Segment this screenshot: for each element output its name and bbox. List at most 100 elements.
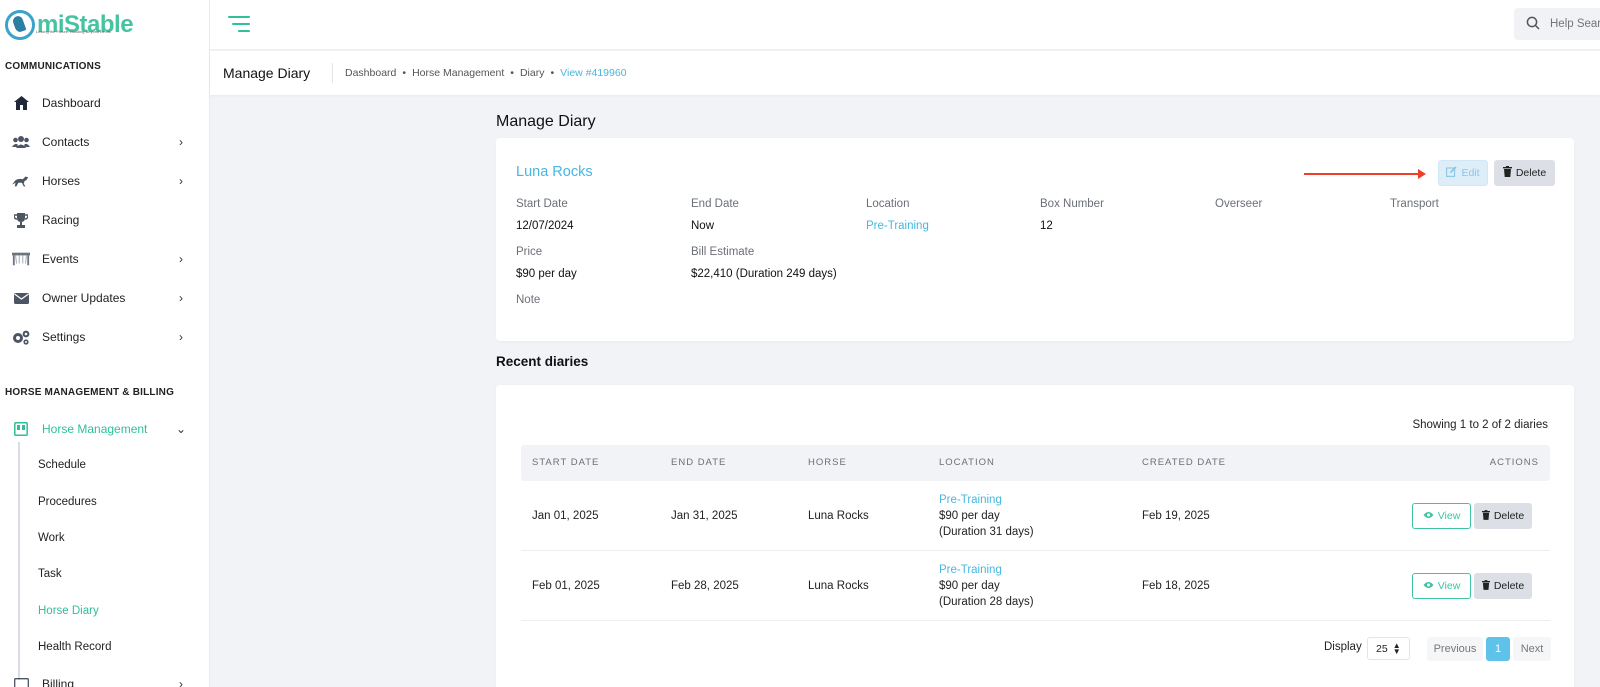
submenu-item-health-record[interactable]: Health Record <box>38 641 112 653</box>
cell-price: $90 per day <box>939 580 1000 592</box>
page-size-select[interactable]: 25 ▲ ▼ <box>1367 637 1410 660</box>
location-label: Location <box>866 198 910 210</box>
stable-icon <box>12 420 30 438</box>
cell-horse: Luna Rocks <box>808 510 869 522</box>
breadcrumb-item[interactable]: Diary <box>519 67 545 79</box>
sidebar-item-label: Horse Management <box>42 422 148 436</box>
column-header-start-date[interactable]: START DATE <box>532 457 600 468</box>
trash-icon <box>1481 509 1490 523</box>
display-label: Display <box>1324 641 1362 653</box>
sidebar-item-label: Billing <box>42 677 75 687</box>
submenu-item-procedures[interactable]: Procedures <box>38 496 97 508</box>
price-label: Price <box>516 246 543 258</box>
end-date-value: Now <box>691 220 715 232</box>
submenu-item-task[interactable]: Task <box>38 568 62 580</box>
section-title-horse-management: HORSE MANAGEMENT & BILLING <box>5 387 175 398</box>
cell-end-date: Jan 31, 2025 <box>671 510 738 522</box>
breadcrumb: Dashboard • Horse Management • Diary • V… <box>345 67 627 79</box>
sidebar: miStable Linking the Future. Building Be… <box>0 0 210 687</box>
edit-button[interactable]: Edit <box>1438 160 1488 186</box>
sidebar-item-contacts[interactable]: Contacts › <box>0 127 200 157</box>
divider <box>332 63 333 83</box>
cell-start-date: Feb 01, 2025 <box>532 580 600 592</box>
cell-duration: (Duration 28 days) <box>939 596 1034 608</box>
logo-tagline: Linking the Future. Building Beyond Limi… <box>36 29 111 34</box>
cell-start-date: Jan 01, 2025 <box>532 510 599 522</box>
app-logo[interactable]: miStable <box>5 10 134 40</box>
end-date-label: End Date <box>691 198 739 210</box>
section-heading-recent-diaries: Recent diaries <box>496 354 589 369</box>
delete-button[interactable]: Delete <box>1474 573 1532 599</box>
delete-button-label: Delete <box>1515 167 1547 179</box>
sidebar-item-horse-management[interactable]: Horse Management ⌄ <box>0 414 200 444</box>
price-value: $90 per day <box>516 268 577 280</box>
results-count: Showing 1 to 2 of 2 diaries <box>1412 419 1548 431</box>
start-date-label: Start Date <box>516 198 568 210</box>
previous-page-button[interactable]: Previous <box>1427 637 1483 661</box>
annotation-arrow-head <box>1418 169 1426 179</box>
breadcrumb-item[interactable]: Dashboard <box>345 67 397 79</box>
next-page-button[interactable]: Next <box>1513 637 1551 661</box>
annotation-arrow <box>1304 173 1422 175</box>
sidebar-item-events[interactable]: Events › <box>0 244 200 274</box>
sidebar-item-dashboard[interactable]: Dashboard <box>0 88 200 118</box>
sidebar-item-horses[interactable]: Horses › <box>0 166 200 196</box>
gate-icon <box>12 250 30 268</box>
column-header-created-date[interactable]: CREATED DATE <box>1142 457 1226 468</box>
delete-button[interactable]: Delete <box>1474 503 1532 529</box>
sidebar-item-billing[interactable]: Billing › <box>0 669 200 687</box>
diary-detail-card: Luna Rocks Edit Delete Start Date 12/07/… <box>496 138 1574 341</box>
cell-horse: Luna Rocks <box>808 580 869 592</box>
location-link[interactable]: Pre-Training <box>866 220 929 232</box>
sidebar-item-label: Settings <box>42 330 86 344</box>
column-header-actions: ACTIONS <box>1489 457 1539 468</box>
horse-logo-icon <box>5 10 35 40</box>
table-row: Feb 01, 2025 Feb 28, 2025 Luna Rocks Pre… <box>521 551 1550 621</box>
column-header-end-date[interactable]: END DATE <box>671 457 727 468</box>
search-input[interactable] <box>1550 18 1600 30</box>
billing-icon <box>12 675 30 687</box>
chevron-right-icon: › <box>179 330 183 344</box>
table-header: START DATE END DATE HORSE LOCATION CREAT… <box>521 445 1550 481</box>
sidebar-item-label: Dashboard <box>42 96 101 110</box>
breadcrumb-bar: Manage Diary Dashboard • Horse Managemen… <box>210 51 1600 95</box>
cell-location-link[interactable]: Pre-Training <box>939 494 1002 506</box>
delete-button[interactable]: Delete <box>1494 160 1555 186</box>
delete-button-label: Delete <box>1493 510 1525 522</box>
view-button[interactable]: View <box>1412 573 1471 599</box>
sidebar-item-label: Contacts <box>42 135 90 149</box>
sidebar-item-settings[interactable]: Settings › <box>0 322 200 352</box>
submenu-item-work[interactable]: Work <box>38 532 65 544</box>
chevron-right-icon: › <box>179 174 183 188</box>
column-header-location[interactable]: LOCATION <box>939 457 995 468</box>
page-1-button[interactable]: 1 <box>1486 637 1510 661</box>
view-button-label: View <box>1437 510 1461 522</box>
start-date-value: 12/07/2024 <box>516 220 574 232</box>
cell-created-date: Feb 18, 2025 <box>1142 580 1210 592</box>
home-icon <box>12 94 30 112</box>
horse-icon <box>12 172 30 190</box>
page-title: Manage Diary <box>223 65 311 81</box>
page-size-value: 25 <box>1376 642 1388 655</box>
chevron-right-icon: › <box>179 135 183 149</box>
horse-name-link[interactable]: Luna Rocks <box>516 164 593 180</box>
table-row: Jan 01, 2025 Jan 31, 2025 Luna Rocks Pre… <box>521 481 1550 551</box>
sidebar-item-owner-updates[interactable]: Owner Updates › <box>0 283 200 313</box>
top-bar <box>210 0 1600 50</box>
view-button-label: View <box>1437 580 1461 592</box>
sidebar-item-label: Events <box>42 252 79 266</box>
search-box[interactable] <box>1514 8 1600 40</box>
column-header-horse[interactable]: HORSE <box>808 457 847 468</box>
submenu-item-schedule[interactable]: Schedule <box>38 459 86 471</box>
cell-location-link[interactable]: Pre-Training <box>939 564 1002 576</box>
menu-toggle-icon[interactable] <box>226 14 250 34</box>
bill-estimate-label: Bill Estimate <box>691 246 755 258</box>
submenu-item-horse-diary[interactable]: Horse Diary <box>38 605 99 617</box>
cell-price: $90 per day <box>939 510 1000 522</box>
chevron-right-icon: › <box>179 252 183 266</box>
breadcrumb-item[interactable]: Horse Management <box>412 67 505 79</box>
view-button[interactable]: View <box>1412 503 1471 529</box>
box-number-value: 12 <box>1040 220 1053 232</box>
sidebar-item-racing[interactable]: Racing <box>0 205 200 235</box>
chevron-right-icon: › <box>179 291 183 305</box>
